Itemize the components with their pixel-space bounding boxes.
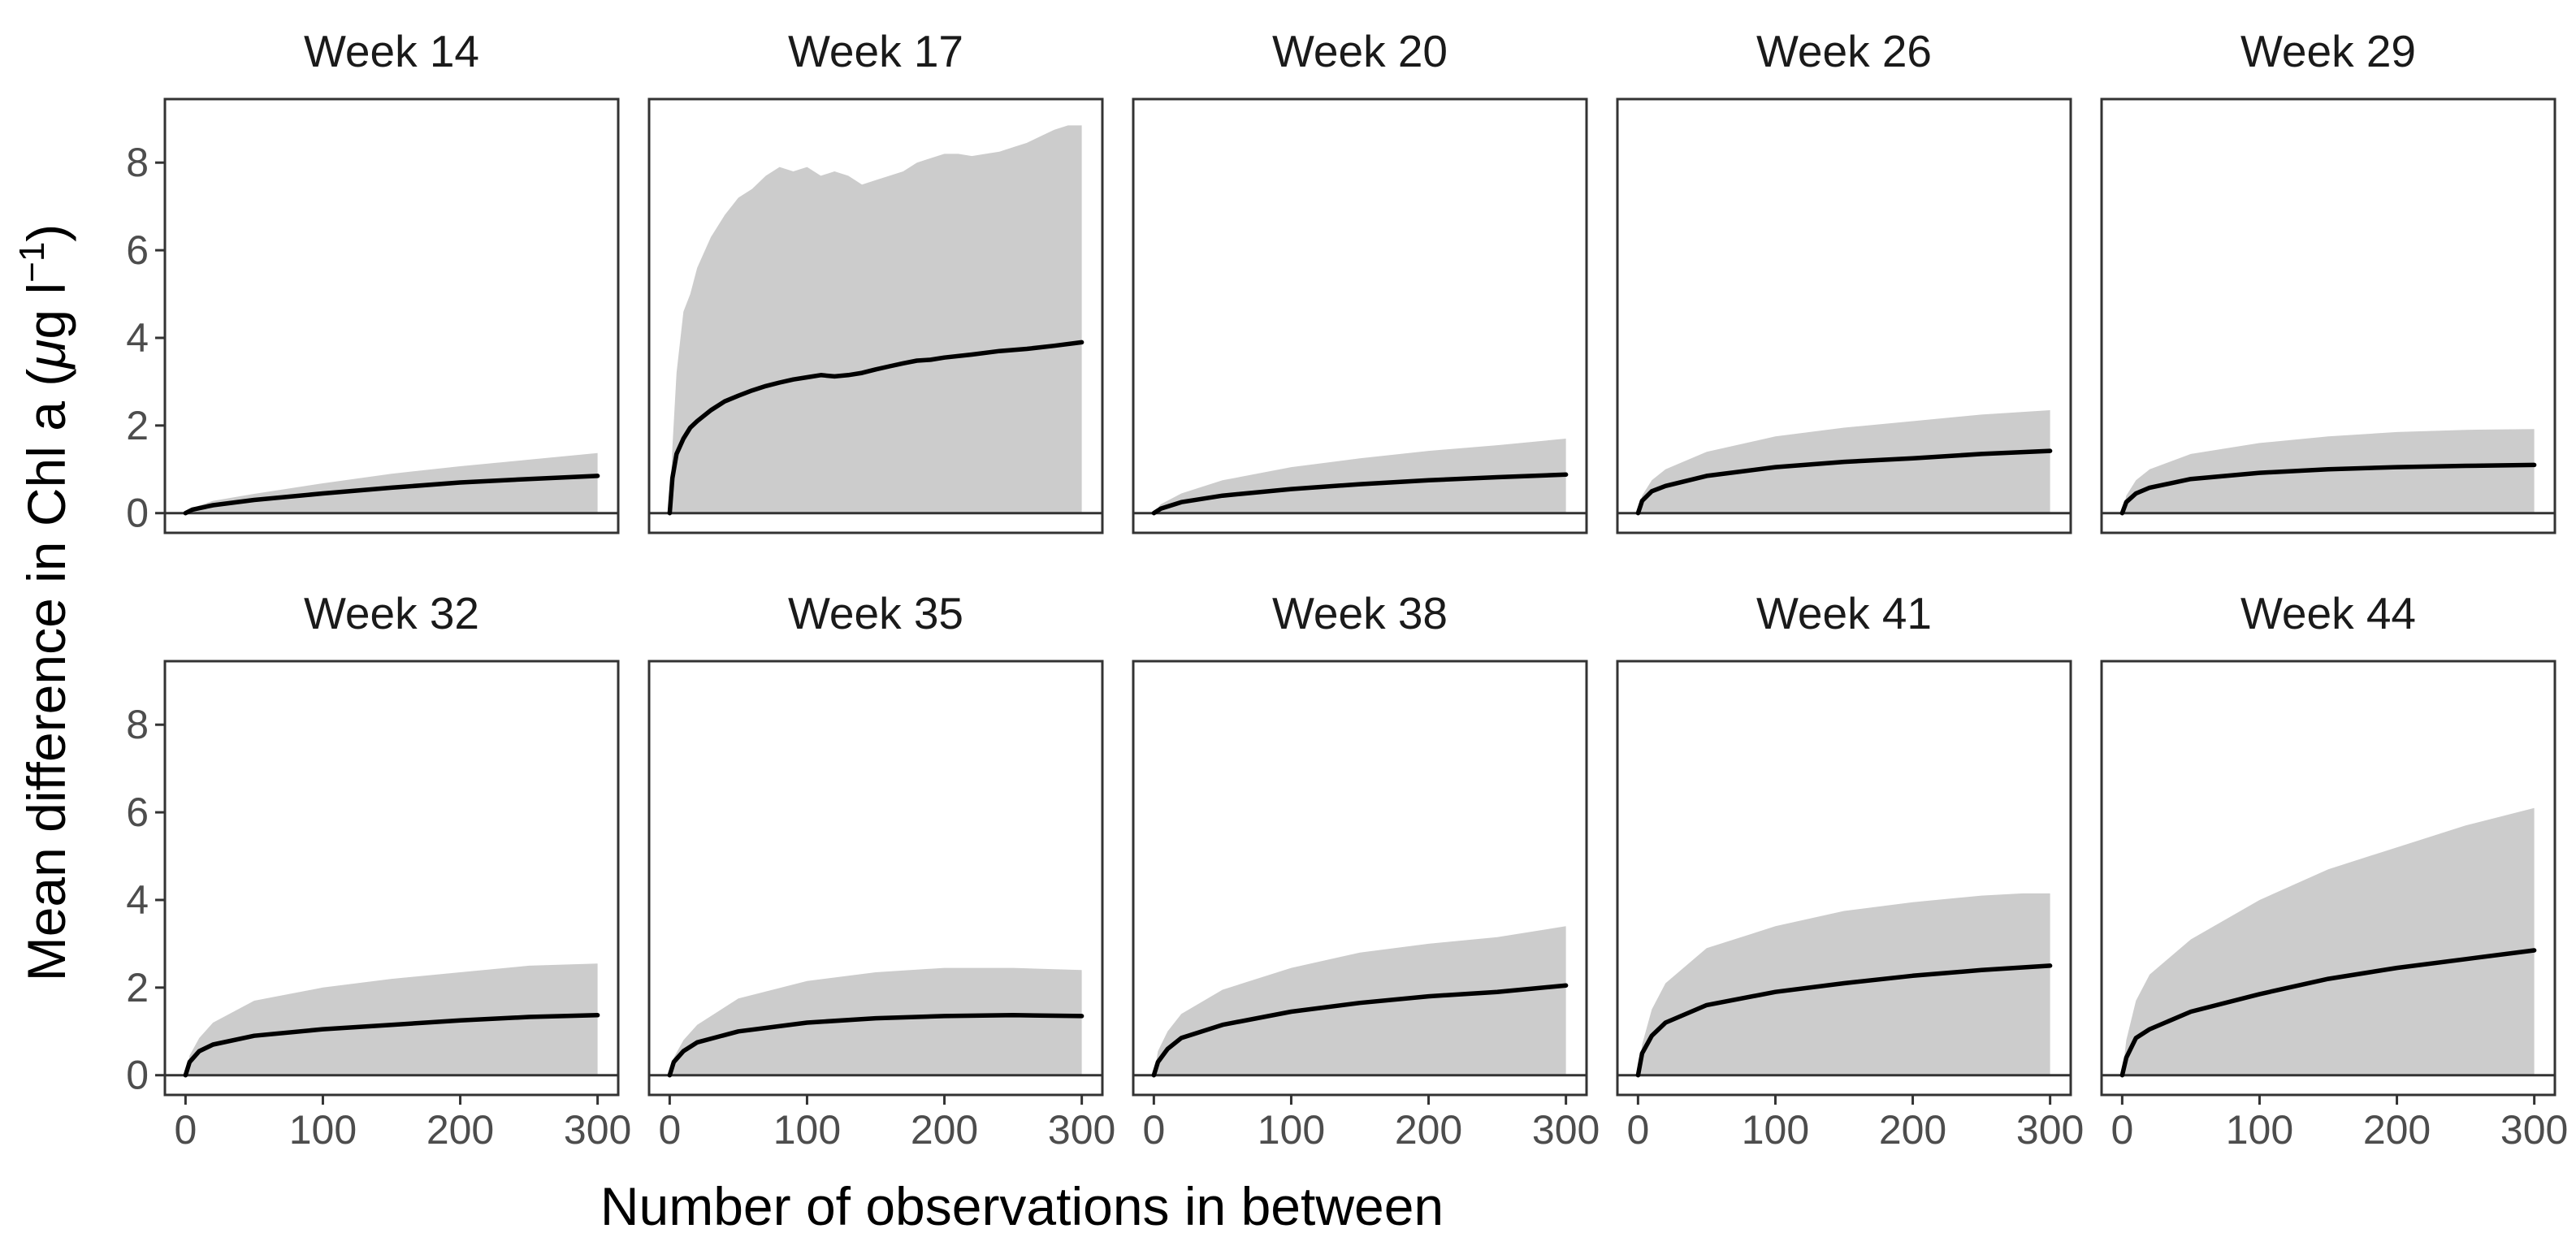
mean-line-week-44 (2119, 948, 2537, 1078)
ribbon-week-35 (669, 967, 1082, 1075)
x-axis-title: Number of observations in between (600, 1176, 1444, 1236)
x-tick-label: 0 (658, 1107, 681, 1153)
y-axis-title: Mean difference in Chl a (μg l−1) (12, 224, 76, 982)
x-tick-label: 200 (426, 1107, 494, 1153)
panel-title-week-41: Week 41 (1756, 588, 1932, 638)
panel-border-week-38 (1132, 660, 1588, 1097)
y-axis-title-close: ) (16, 224, 76, 242)
panel-border-week-35 (647, 660, 1104, 1097)
panel-border-week-20 (1132, 97, 1588, 534)
x-tick-label: 100 (2226, 1107, 2293, 1153)
x-tick-label: 300 (564, 1107, 631, 1153)
panel-week-44: Week 44 (2100, 588, 2557, 1097)
ribbon-week-17 (669, 125, 1082, 513)
x-tick-label: 0 (1142, 1107, 1165, 1153)
panel-week-41: Week 41 (1616, 588, 2072, 1097)
y-axis-title-mu: μ (16, 340, 76, 370)
x-tick-label: 200 (1879, 1107, 1946, 1153)
panel-border-week-17 (647, 97, 1104, 534)
mean-line-week-14 (183, 474, 600, 516)
y-tick-label: 8 (126, 702, 149, 747)
panel-week-38: Week 38 (1132, 588, 1588, 1097)
panel-border-week-14 (163, 97, 620, 534)
mean-line-week-35 (667, 1013, 1085, 1078)
panels-layer: Week 14 Week 17 Week 20 Week 26 Week 29 Week … (163, 26, 2557, 1097)
panel-title-week-20: Week 20 (1272, 26, 1448, 76)
x-tick-label: 200 (2363, 1107, 2431, 1153)
panel-title-week-35: Week 35 (788, 588, 963, 638)
x-tick-label: 0 (1626, 1107, 1649, 1153)
panel-week-29: Week 29 (2100, 26, 2557, 534)
panel-border-week-26 (1616, 97, 2072, 534)
x-tick-label: 0 (2111, 1107, 2133, 1153)
panel-week-35: Week 35 (647, 588, 1104, 1097)
mean-line-week-20 (1151, 472, 1569, 516)
y-tick-label: 4 (126, 877, 149, 923)
y-axis-title-main: Mean difference in Chl a ( (16, 369, 76, 982)
ribbon-week-32 (185, 963, 598, 1075)
x-tick-label: 200 (1395, 1107, 1462, 1153)
panel-title-week-17: Week 17 (788, 26, 963, 76)
y-tick-label: 2 (126, 965, 149, 1010)
x-tick-label: 100 (773, 1107, 841, 1153)
panel-week-32: Week 32 (163, 588, 620, 1097)
panel-week-20: Week 20 (1132, 26, 1588, 534)
panel-title-week-32: Week 32 (304, 588, 479, 638)
mean-line-week-29 (2119, 462, 2537, 516)
x-tick-label: 300 (1048, 1107, 1115, 1153)
x-tick-label: 200 (911, 1107, 978, 1153)
y-tick-label: 0 (126, 1053, 149, 1098)
mean-line-week-32 (183, 1013, 600, 1078)
panel-title-week-14: Week 14 (304, 26, 479, 76)
x-tick-label: 300 (1532, 1107, 1600, 1153)
panel-week-17: Week 17 (647, 26, 1104, 534)
mean-line-week-38 (1151, 983, 1569, 1078)
panel-week-26: Week 26 (1616, 26, 2072, 534)
y-tick-label: 2 (126, 403, 149, 448)
x-tick-label: 100 (1742, 1107, 1809, 1153)
y-tick-label: 8 (126, 140, 149, 185)
panel-border-week-44 (2100, 660, 2557, 1097)
panel-border-week-32 (163, 660, 620, 1097)
panel-title-week-26: Week 26 (1756, 26, 1932, 76)
panel-title-week-38: Week 38 (1272, 588, 1448, 638)
mean-line-week-41 (1635, 963, 2053, 1078)
y-axis-title-exponent: −1 (12, 242, 52, 283)
axes-layer: 0 2 4 6 8 0 2 4 6 8 0 100 200 300 0 100 200 300 0 100 200 300… (126, 140, 2568, 1153)
x-tick-label: 300 (2016, 1107, 2084, 1153)
ribbon-week-14 (185, 452, 598, 513)
y-tick-label: 4 (126, 315, 149, 361)
y-tick-label: 6 (126, 227, 149, 273)
mean-line-week-17 (667, 340, 1085, 516)
y-axis-title-unit: g l (16, 283, 76, 340)
panel-border-week-29 (2100, 97, 2557, 534)
panel-title-week-29: Week 29 (2240, 26, 2416, 76)
x-tick-label: 100 (1258, 1107, 1325, 1153)
x-tick-label: 300 (2500, 1107, 2568, 1153)
x-tick-label: 0 (174, 1107, 197, 1153)
panel-title-week-44: Week 44 (2240, 588, 2416, 638)
panel-week-14: Week 14 (163, 26, 620, 534)
y-tick-label: 6 (126, 790, 149, 835)
mean-line-week-26 (1635, 448, 2053, 516)
x-tick-label: 100 (289, 1107, 357, 1153)
y-tick-label: 0 (126, 491, 149, 536)
ribbon-week-44 (2122, 807, 2535, 1075)
panel-border-week-41 (1616, 660, 2072, 1097)
